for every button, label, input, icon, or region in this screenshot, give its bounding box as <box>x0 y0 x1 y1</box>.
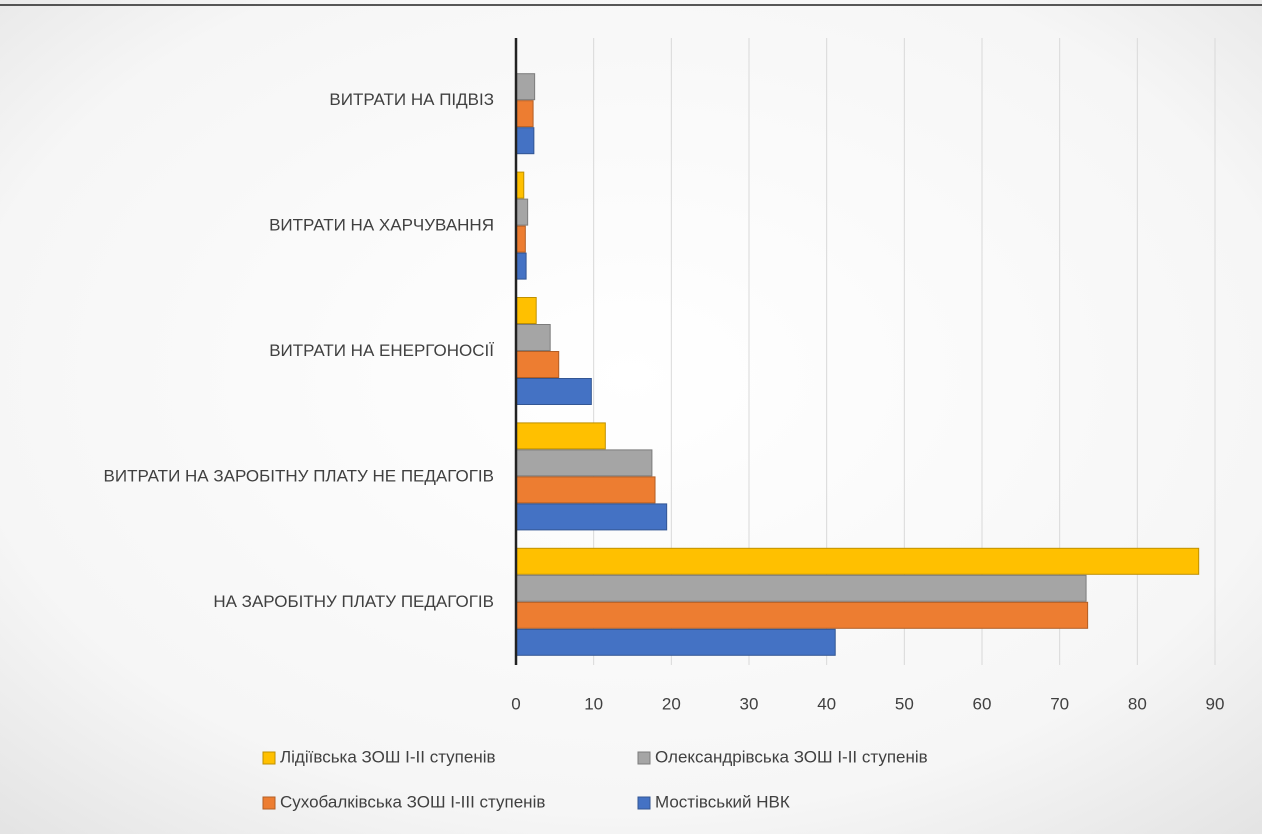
legend-label: Лідіївська ЗОШ І-ІІ ступенів <box>280 747 496 766</box>
bar <box>515 547 1200 575</box>
bar <box>515 351 560 378</box>
bar <box>515 225 526 253</box>
y-tick-label: НА ЗАРОБІТНУ ПЛАТУ ПЕДАГОГІВ <box>213 592 494 611</box>
x-tick-label: 30 <box>740 694 759 713</box>
y-tick-label: ВИТРАТИ НА ХАРЧУВАННЯ <box>269 216 494 235</box>
bar <box>515 422 606 450</box>
bar <box>515 252 527 280</box>
bar <box>515 574 1087 602</box>
x-tick-label: 70 <box>1050 694 1069 713</box>
legend-swatch <box>637 796 651 810</box>
legend-label: Мостівський НВК <box>655 792 790 811</box>
bar <box>515 378 592 405</box>
x-tick-label: 0 <box>511 694 520 713</box>
y-tick-label: ВИТРАТИ НА ЗАРОБІТНУ ПЛАТУ НЕ ПЕДАГОГІВ <box>104 466 494 485</box>
bar <box>515 198 529 226</box>
bar <box>515 476 656 504</box>
bar <box>515 449 653 477</box>
x-tick-label: 60 <box>973 694 992 713</box>
bar <box>515 324 551 351</box>
x-tick-label: 10 <box>584 694 603 713</box>
legend-swatch <box>262 796 276 810</box>
x-tick-label: 40 <box>817 694 836 713</box>
legend-swatch <box>637 751 651 765</box>
legend-swatch <box>262 751 276 765</box>
bar <box>515 297 537 324</box>
bar <box>515 601 1089 629</box>
bar <box>515 73 536 101</box>
x-tick-label: 20 <box>662 694 681 713</box>
x-tick-label: 80 <box>1128 694 1147 713</box>
legend-label: Сухобалківська ЗОШ І-ІІІ ступенів <box>280 792 545 811</box>
bar <box>515 628 836 656</box>
x-tick-label: 50 <box>895 694 914 713</box>
bar <box>515 503 668 531</box>
bar <box>515 127 535 155</box>
x-tick-label: 90 <box>1206 694 1225 713</box>
bar <box>515 100 534 128</box>
y-tick-label: ВИТРАТИ НА ЕНЕРГОНОСІЇ <box>269 341 494 360</box>
y-tick-label: ВИТРАТИ НА ПІДВІЗ <box>329 90 494 109</box>
legend-label: Олександрівська ЗОШ І-ІІ ступенів <box>655 747 928 766</box>
